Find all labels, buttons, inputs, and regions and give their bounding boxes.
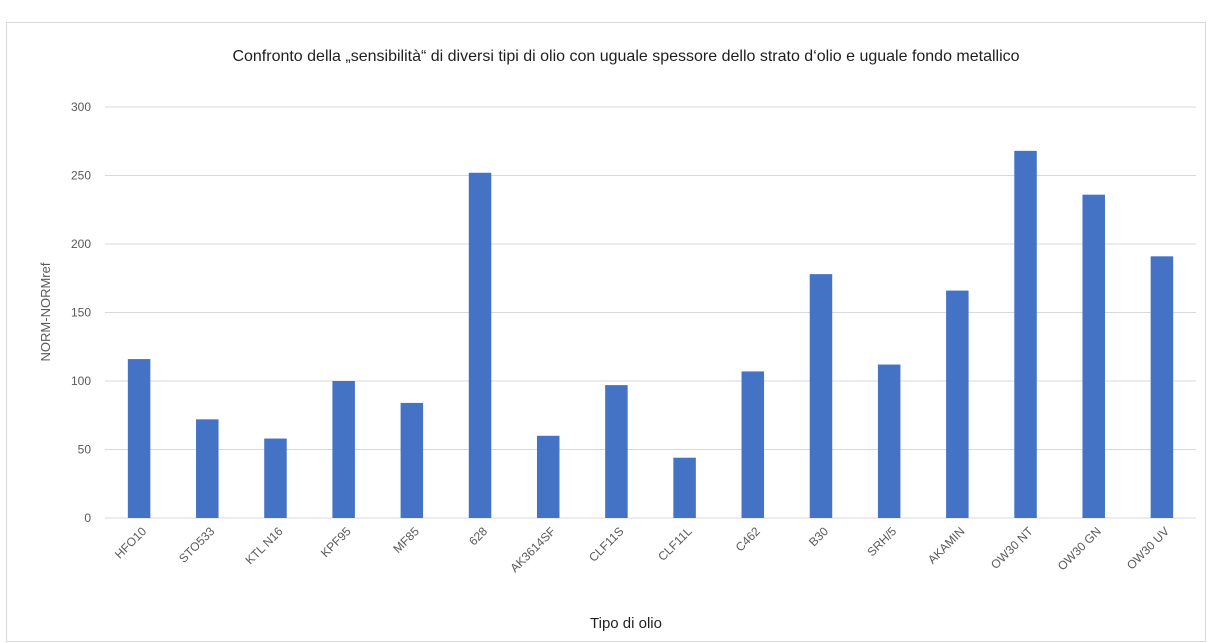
bar-akamin [946, 290, 969, 518]
x-tick-label: OW30 UV [1124, 524, 1172, 572]
chart-title: Confronto della „sensibilità“ di diversi… [232, 48, 1019, 65]
x-tick-label: MF85 [390, 524, 422, 556]
bar-ow30-nt [1014, 150, 1037, 518]
x-tick-label: B30 [806, 524, 831, 549]
x-tick-label: CLF11L [655, 524, 695, 564]
y-tick-label: 150 [71, 306, 91, 320]
x-tick-label: AK3614SF [507, 524, 558, 575]
x-tick-label: OW30 GN [1055, 524, 1104, 573]
x-tick-label: 628 [466, 524, 490, 548]
bar-sto533 [196, 419, 219, 518]
bar-c462 [741, 371, 765, 518]
x-tick-label: STO533 [176, 524, 218, 566]
x-tick-label: CLF11S [586, 524, 626, 564]
x-tick-label: KTL N16 [243, 524, 286, 567]
bar-hfo10 [127, 359, 151, 518]
bar-clf11l [673, 457, 696, 518]
y-tick-label: 200 [71, 237, 91, 251]
bars [127, 150, 1174, 518]
x-axis-ticks: HFO10 STO533 KTL N16 KPF95 MF85 628 AK3614SF CL… [112, 524, 1172, 575]
y-tick-label: 50 [78, 443, 92, 457]
x-tick-label: C462 [733, 524, 763, 554]
bar-b30 [809, 274, 833, 518]
bar-ow30-gn [1082, 194, 1105, 518]
bar-628 [468, 172, 492, 518]
bar-ktl-n16 [264, 438, 287, 518]
y-tick-label: 100 [71, 374, 91, 388]
bar-clf11s [605, 385, 628, 518]
y-tick-label: 250 [71, 169, 91, 183]
bar-srh-5 [877, 364, 901, 518]
x-tick-label: AKAMIN [925, 524, 967, 566]
x-tick-label: SRH/5 [864, 524, 899, 559]
bar-ak3614sf [536, 435, 560, 518]
x-tick-label: HFO10 [112, 524, 149, 561]
bar-mf85 [400, 402, 424, 518]
x-tick-label: OW30 NT [988, 524, 1036, 572]
chart-frame [6, 22, 1206, 642]
gridlines [105, 106, 1196, 519]
x-axis-title: Tipo di olio [590, 615, 662, 632]
bar-kpf95 [332, 381, 355, 518]
y-axis-ticks: 0 50 100 150 200 250 300 [71, 100, 91, 525]
bar-ow30-uv [1150, 256, 1174, 518]
y-tick-label: 300 [71, 100, 91, 114]
y-axis-title: NORM-NORMref [38, 262, 53, 361]
y-tick-label: 0 [84, 511, 91, 525]
x-tick-label: KPF95 [318, 524, 354, 560]
